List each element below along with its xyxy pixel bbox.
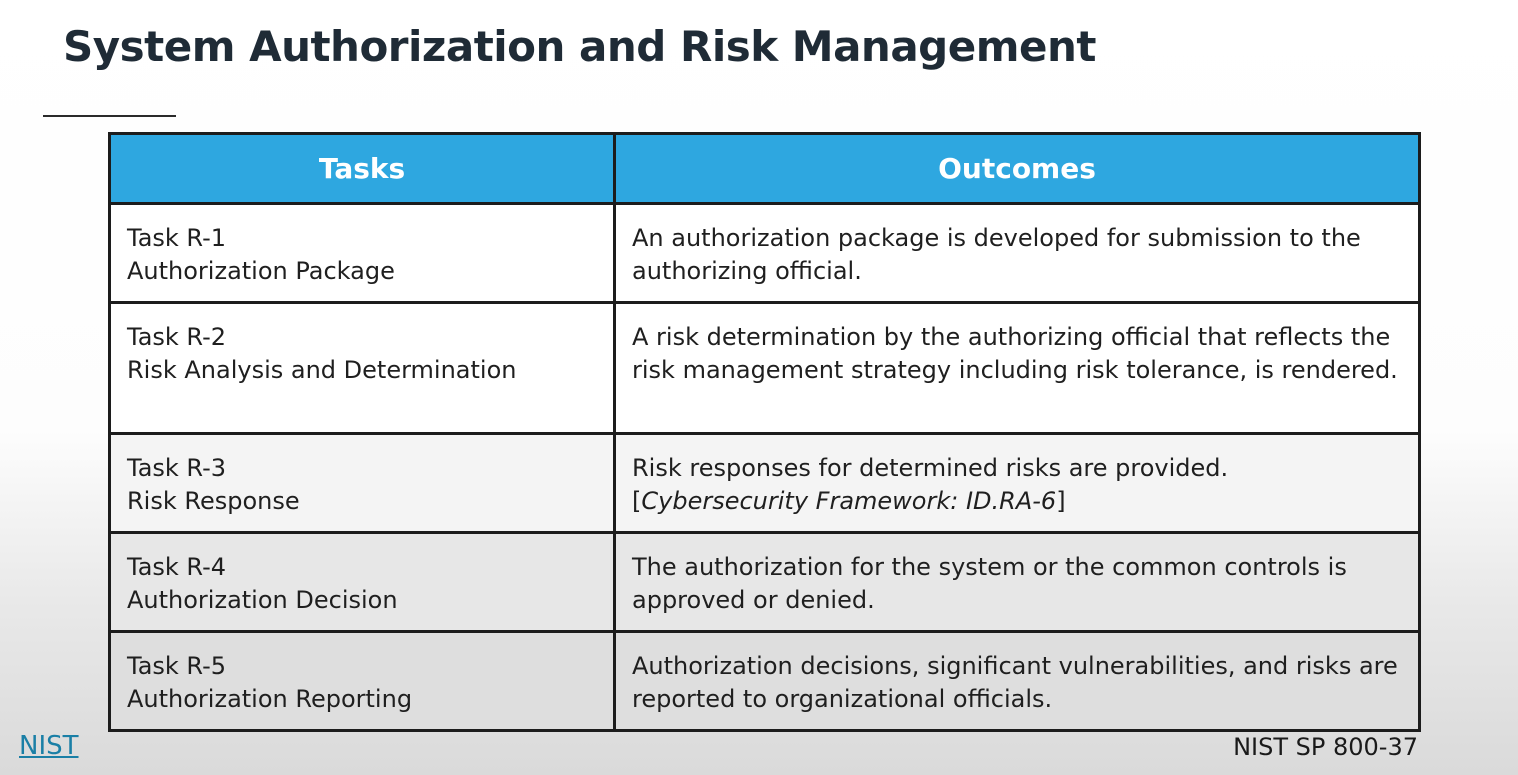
- outcome-cell: Risk responses for determined risks are …: [613, 432, 1421, 534]
- task-name: Risk Response: [127, 487, 300, 515]
- task-cell: Task R-2 Risk Analysis and Determination: [108, 301, 616, 435]
- page-title: System Authorization and Risk Management: [63, 22, 1096, 71]
- outcome-text: A risk determination by the authorizing …: [632, 323, 1398, 384]
- task-cell: Task R-5 Authorization Reporting: [108, 630, 616, 732]
- tasks-outcomes-table: Tasks Outcomes Task R-1 Authorization Pa…: [108, 132, 1421, 732]
- title-underline: [43, 115, 176, 117]
- reference-text: Cybersecurity Framework: ID.RA-6: [641, 487, 1057, 515]
- task-name: Authorization Reporting: [127, 685, 413, 713]
- outcome-text: An authorization package is developed fo…: [632, 224, 1361, 285]
- table-header-row: Tasks Outcomes: [108, 132, 1421, 205]
- task-id: Task R-5: [127, 652, 227, 680]
- task-cell: Task R-1 Authorization Package: [108, 202, 616, 304]
- outcome-text: The authorization for the system or the …: [632, 553, 1347, 614]
- table-row: Task R-2 Risk Analysis and Determination…: [108, 301, 1421, 435]
- outcome-text: Authorization decisions, significant vul…: [632, 652, 1398, 713]
- task-cell: Task R-3 Risk Response: [108, 432, 616, 534]
- reference-bracket-close: ]: [1056, 487, 1066, 515]
- task-id: Task R-1: [127, 224, 227, 252]
- nist-link[interactable]: NIST: [19, 731, 79, 761]
- outcome-cell: A risk determination by the authorizing …: [613, 301, 1421, 435]
- reference-bracket-open: [: [632, 487, 642, 515]
- table-row: Task R-1 Authorization Package An author…: [108, 202, 1421, 304]
- column-header-tasks: Tasks: [108, 132, 616, 205]
- task-cell: Task R-4 Authorization Decision: [108, 531, 616, 633]
- task-id: Task R-2: [127, 323, 227, 351]
- task-name: Authorization Package: [127, 257, 395, 285]
- table-row: Task R-5 Authorization Reporting Authori…: [108, 630, 1421, 732]
- outcome-cell: An authorization package is developed fo…: [613, 202, 1421, 304]
- task-id: Task R-4: [127, 553, 227, 581]
- source-citation: NIST SP 800-37: [1233, 733, 1418, 761]
- outcome-reference: [Cybersecurity Framework: ID.RA-6]: [632, 485, 1402, 518]
- table-row: Task R-4 Authorization Decision The auth…: [108, 531, 1421, 633]
- outcome-cell: Authorization decisions, significant vul…: [613, 630, 1421, 732]
- task-name: Authorization Decision: [127, 586, 398, 614]
- outcome-cell: The authorization for the system or the …: [613, 531, 1421, 633]
- outcome-text: Risk responses for determined risks are …: [632, 454, 1229, 482]
- task-name: Risk Analysis and Determination: [127, 356, 517, 384]
- column-header-outcomes: Outcomes: [613, 132, 1421, 205]
- task-id: Task R-3: [127, 454, 227, 482]
- table-row: Task R-3 Risk Response Risk responses fo…: [108, 432, 1421, 534]
